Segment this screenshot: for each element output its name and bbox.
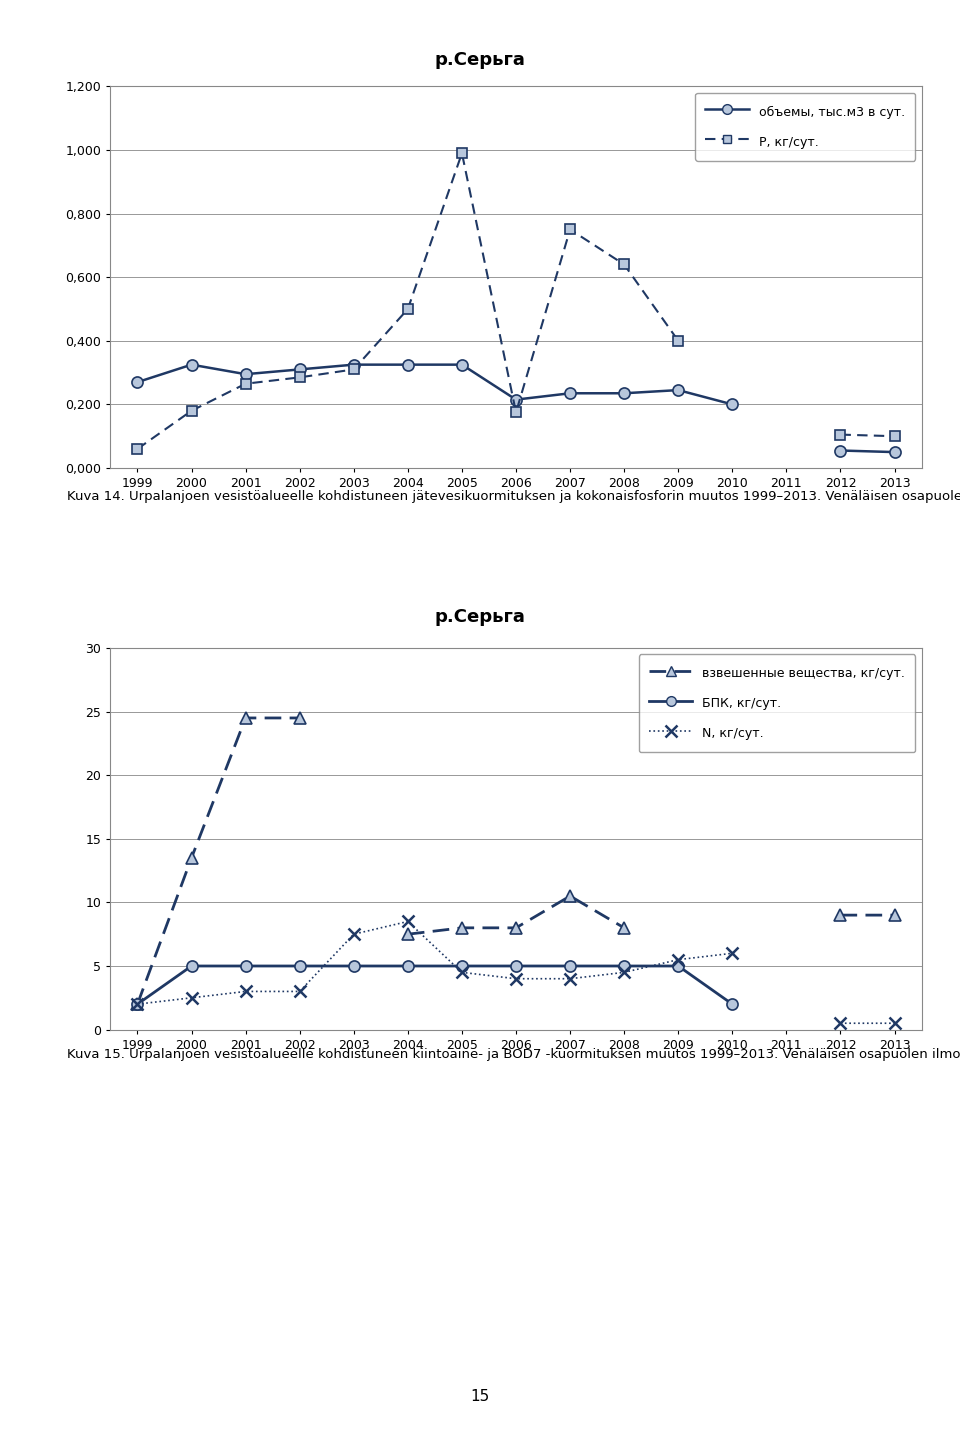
Text: 15: 15 <box>470 1390 490 1404</box>
Text: р.Серьга: р.Серьга <box>435 52 525 69</box>
Text: Kuva 14. Urpalanjoen vesistöalueelle kohdistuneen jätevesikuormituksen ja kokona: Kuva 14. Urpalanjoen vesistöalueelle koh… <box>67 490 960 503</box>
Legend: взвешенные вещества, кг/сут., БПК, кг/сут., N, кг/сут.: взвешенные вещества, кг/сут., БПК, кг/су… <box>638 654 915 752</box>
Text: Kuva 15. Urpalanjoen vesistöalueelle kohdistuneen kiintoaine- ja BOD7 -kuormituk: Kuva 15. Urpalanjoen vesistöalueelle koh… <box>67 1048 960 1061</box>
Text: р.Серьга: р.Серьга <box>435 608 525 626</box>
Legend: объемы, тыс.м3 в сут., Р, кг/сут.: объемы, тыс.м3 в сут., Р, кг/сут. <box>695 92 915 160</box>
